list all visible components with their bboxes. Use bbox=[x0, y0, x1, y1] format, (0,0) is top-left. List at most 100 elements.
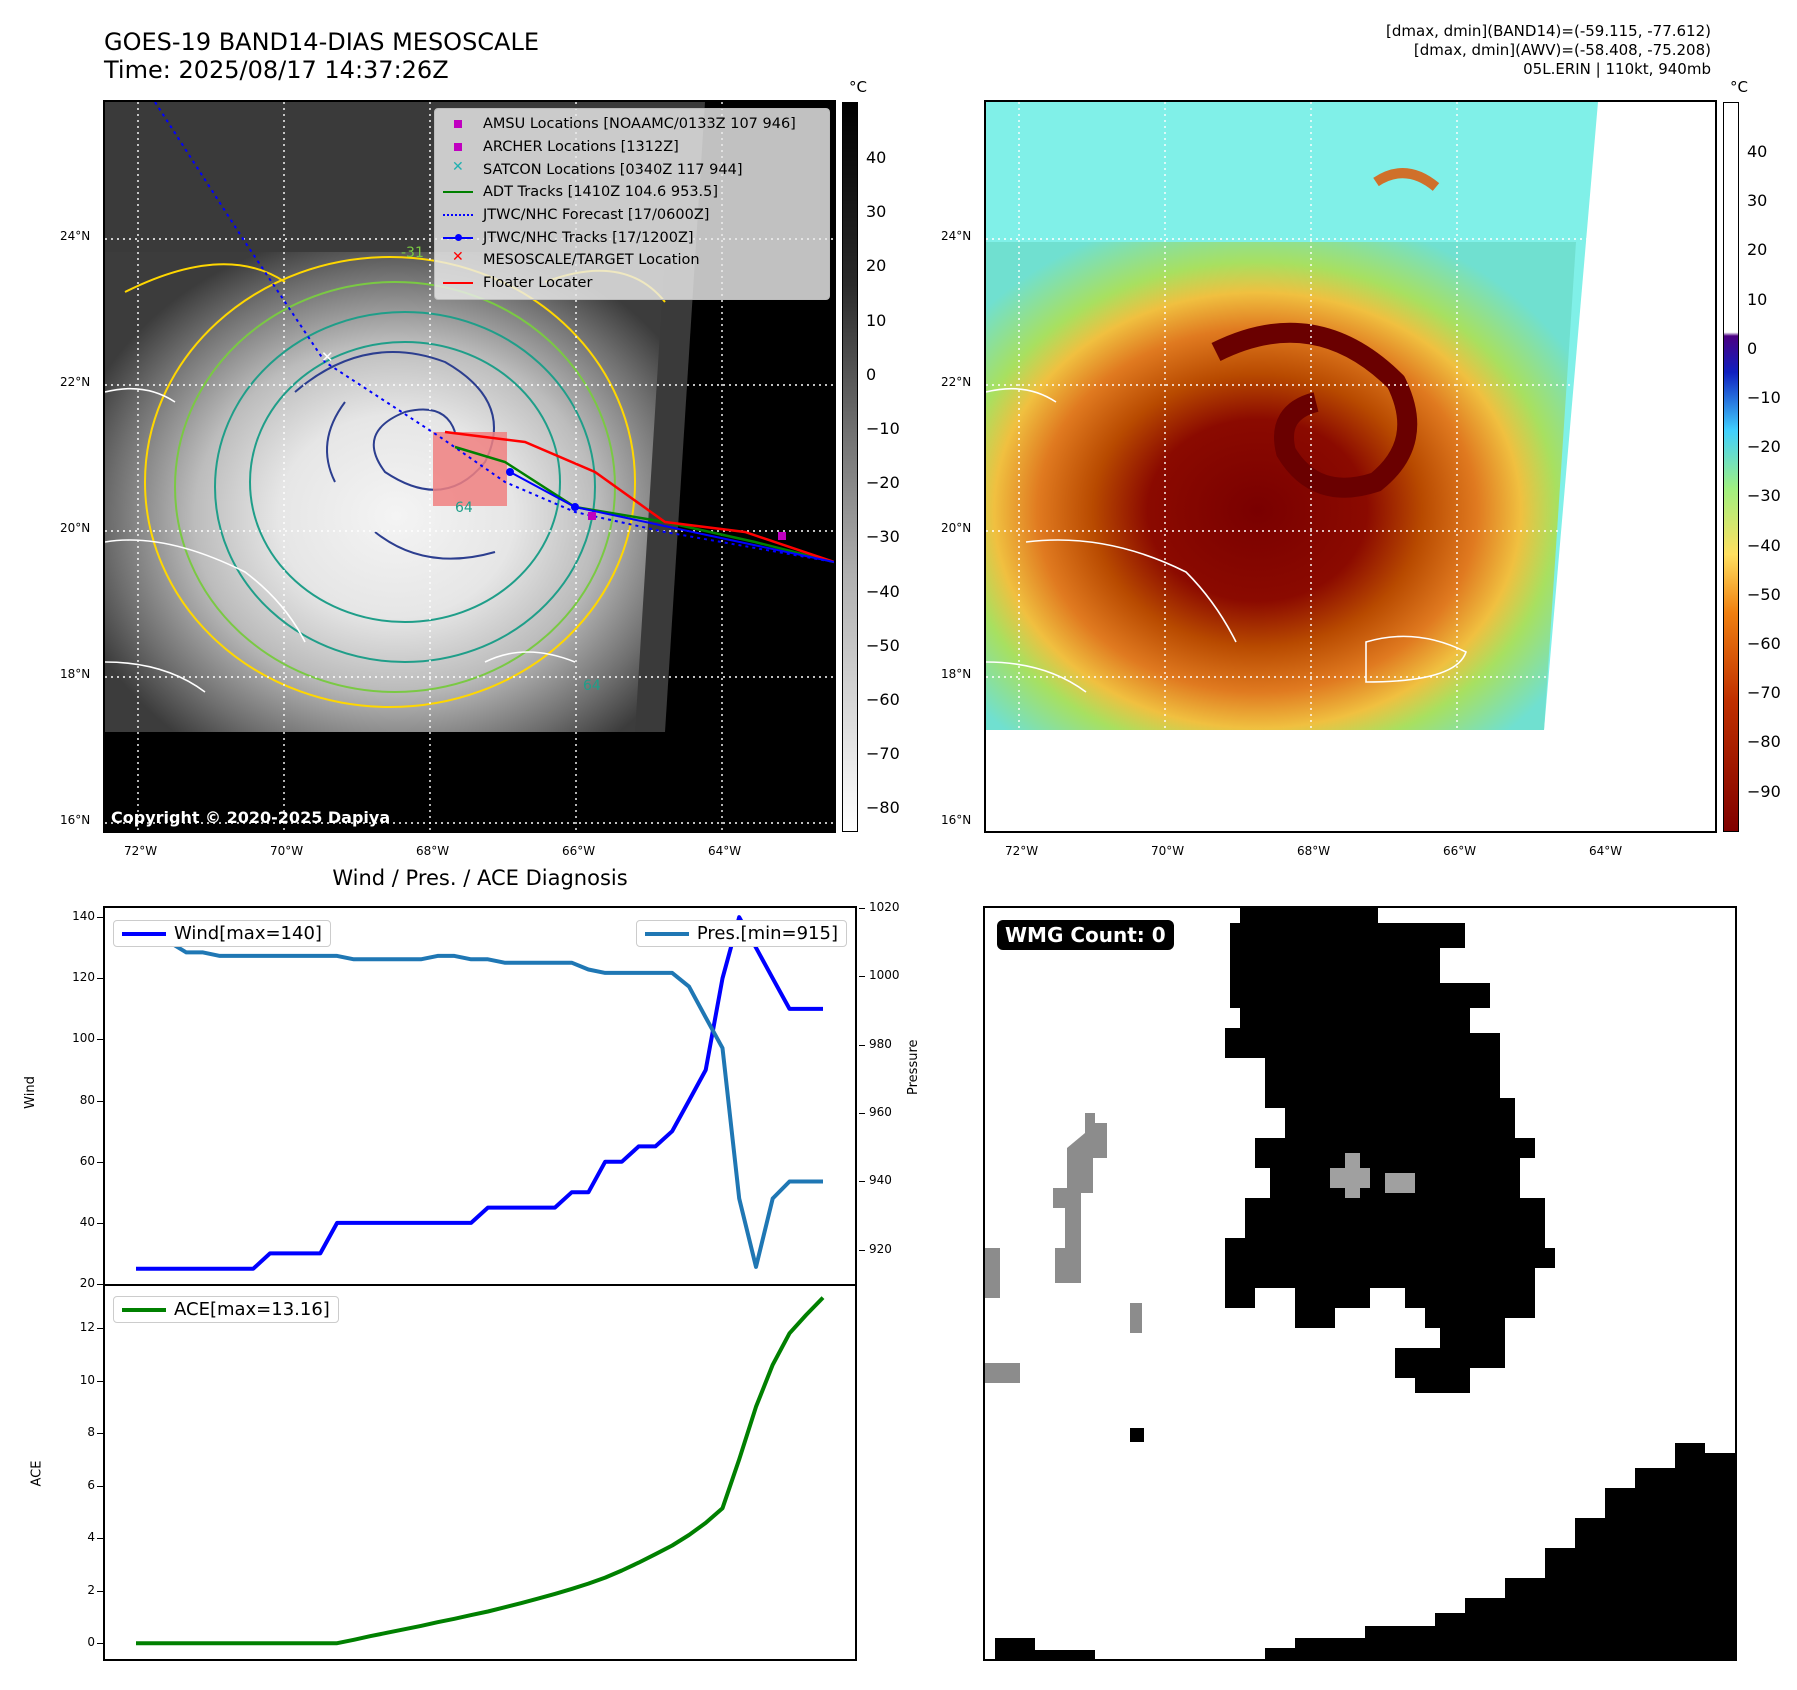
colorbar-tick: 10 bbox=[1747, 289, 1768, 309]
y-tick-mark bbox=[97, 1485, 103, 1487]
y-tick-mark bbox=[859, 976, 865, 978]
y-tick-label: 8 bbox=[87, 1425, 95, 1440]
pres-series-line bbox=[136, 940, 823, 1269]
wmg-black-lower-right bbox=[1265, 1443, 1735, 1659]
y-tick-label: 80 bbox=[79, 1092, 95, 1107]
legend-symbol: ✕ bbox=[452, 158, 464, 175]
ace-series-line bbox=[136, 1296, 825, 1646]
lon-label: 72°W bbox=[124, 844, 158, 858]
y-tick-mark bbox=[859, 1113, 865, 1115]
contour-label-64b: 64 bbox=[583, 678, 601, 694]
lat-label: 24°N bbox=[941, 229, 972, 243]
lon-label: 64°W bbox=[708, 844, 742, 858]
y-tick-mark bbox=[97, 1222, 103, 1224]
y-tick-label: 40 bbox=[79, 1214, 95, 1229]
y-tick-label: 1000 bbox=[869, 968, 900, 983]
colorbar-tick: 20 bbox=[866, 256, 887, 276]
lat-label: 18°N bbox=[60, 667, 91, 681]
colorbar-tick: 20 bbox=[1747, 240, 1768, 260]
ir-legend: AMSU Locations [NOAAMC/0133Z 107 946] ARC… bbox=[434, 108, 830, 300]
lat-label: 16°N bbox=[60, 813, 91, 827]
y-tick-label: 20 bbox=[79, 1276, 95, 1290]
legend-symbol bbox=[441, 230, 475, 246]
archer-marker bbox=[778, 532, 786, 540]
ace-panel: ACE[max=13.16] bbox=[103, 1284, 857, 1661]
colorbar-tick: −60 bbox=[1747, 634, 1781, 653]
y-tick-label: 100 bbox=[72, 1031, 95, 1046]
forecast-track bbox=[154, 102, 834, 563]
target-x: ✕ bbox=[321, 348, 334, 366]
y-tick-mark bbox=[97, 1380, 103, 1382]
info-storm: 05L.ERIN | 110kt, 940mb bbox=[1523, 60, 1711, 78]
y-tick-mark bbox=[97, 1284, 103, 1285]
contour-label-31: -31 bbox=[401, 245, 424, 261]
y-tick-mark bbox=[859, 1044, 865, 1046]
colorbar-tick: −50 bbox=[866, 635, 900, 655]
legend-item: ✕ MESOSCALE/TARGET Location bbox=[441, 249, 823, 272]
diag-title: Wind / Pres. / ACE Diagnosis bbox=[332, 866, 628, 890]
y-tick-label: 1020 bbox=[869, 900, 900, 914]
lon-label: 66°W bbox=[1443, 844, 1477, 858]
colorbar-tick: −40 bbox=[1747, 535, 1781, 555]
y-tick-mark bbox=[97, 1328, 103, 1330]
colorbar-tick: 10 bbox=[866, 310, 887, 330]
y-tick-label: 980 bbox=[869, 1036, 892, 1051]
ace-ylabel: ACE bbox=[29, 1460, 45, 1487]
colorbar-tick: −80 bbox=[866, 798, 900, 818]
legend-item: AMSU Locations [NOAAMC/0133Z 107 946] bbox=[441, 113, 823, 136]
legend-label: JTWC/NHC Forecast [17/0600Z] bbox=[483, 207, 710, 224]
lon-label: 66°W bbox=[562, 844, 596, 858]
figure-time: Time: 2025/08/17 14:37:26Z bbox=[104, 56, 449, 84]
legend-item: ARCHER Locations [1312Z] bbox=[441, 136, 823, 159]
y-tick-mark bbox=[97, 1100, 103, 1102]
legend-label: AMSU Locations [NOAAMC/0133Z 107 946] bbox=[483, 116, 796, 133]
ace-legend-line bbox=[122, 1307, 166, 1312]
colorbar-tick: −10 bbox=[866, 419, 900, 438]
wind-series-line bbox=[136, 915, 823, 1271]
figure-title: GOES-19 BAND14-DIAS MESOSCALE bbox=[104, 28, 540, 56]
colorbar-tick: 40 bbox=[866, 148, 887, 167]
y-tick-mark bbox=[97, 1039, 103, 1041]
lon-label: 70°W bbox=[270, 844, 304, 858]
pres-legend-label: Pres.[min=915] bbox=[696, 923, 838, 944]
lat-label: 16°N bbox=[941, 813, 972, 827]
legend-symbol bbox=[441, 116, 475, 132]
legend-label: ARCHER Locations [1312Z] bbox=[483, 139, 679, 156]
legend-label: SATCON Locations [0340Z 117 944] bbox=[483, 161, 743, 178]
legend-item: Floater Locater bbox=[441, 272, 823, 295]
colorbar-tick: 0 bbox=[1747, 338, 1758, 358]
colorbar-tick: −20 bbox=[1747, 437, 1781, 457]
awv-colorbar bbox=[1723, 102, 1739, 832]
colorbar-tick: 30 bbox=[866, 202, 887, 222]
lon-label: 68°W bbox=[416, 844, 450, 858]
colorbar-tick: −40 bbox=[866, 581, 900, 601]
lat-label: 18°N bbox=[941, 667, 972, 681]
wmg-gray-left bbox=[1053, 1113, 1107, 1283]
info-block: [dmax, dmin](BAND14)=(-59.115, -77.612) … bbox=[1111, 22, 1711, 79]
y-tick-label: 940 bbox=[869, 1173, 892, 1188]
colorbar-tick: −70 bbox=[866, 744, 900, 764]
contour-label-64: 64 bbox=[455, 500, 473, 516]
awv-image-panel bbox=[984, 100, 1717, 833]
pres-legend: Pres.[min=915] bbox=[635, 920, 847, 947]
legend-label: ADT Tracks [1410Z 104.6 953.5] bbox=[483, 184, 719, 201]
lat-label: 20°N bbox=[60, 521, 91, 535]
y-tick-label: 10 bbox=[79, 1372, 95, 1387]
pres-ylabel: Pressure bbox=[906, 1039, 921, 1095]
info-awv: [dmax, dmin](AWV)=(-58.408, -75.208) bbox=[1413, 41, 1711, 59]
wind-ylabel: Wind bbox=[22, 1076, 38, 1109]
y-tick-mark bbox=[97, 917, 103, 919]
wind-legend-label: Wind[max=140] bbox=[174, 923, 322, 944]
y-tick-label: 960 bbox=[869, 1105, 892, 1120]
copyright: Copyright © 2020-2025 Dapiya bbox=[111, 808, 391, 827]
y-tick-mark bbox=[859, 1181, 865, 1183]
y-tick-label: 6 bbox=[87, 1477, 95, 1492]
lat-label: 20°N bbox=[941, 521, 972, 535]
ace-chart bbox=[136, 1296, 825, 1646]
colorbar-tick: 0 bbox=[866, 364, 877, 384]
legend-symbol: ✕ bbox=[452, 249, 464, 266]
ace-legend-label: ACE[max=13.16] bbox=[174, 1299, 330, 1320]
colorbar-tick: 30 bbox=[1747, 191, 1768, 211]
ir-colorbar-unit: °C bbox=[849, 78, 867, 96]
colorbar-tick: −80 bbox=[1747, 732, 1781, 752]
